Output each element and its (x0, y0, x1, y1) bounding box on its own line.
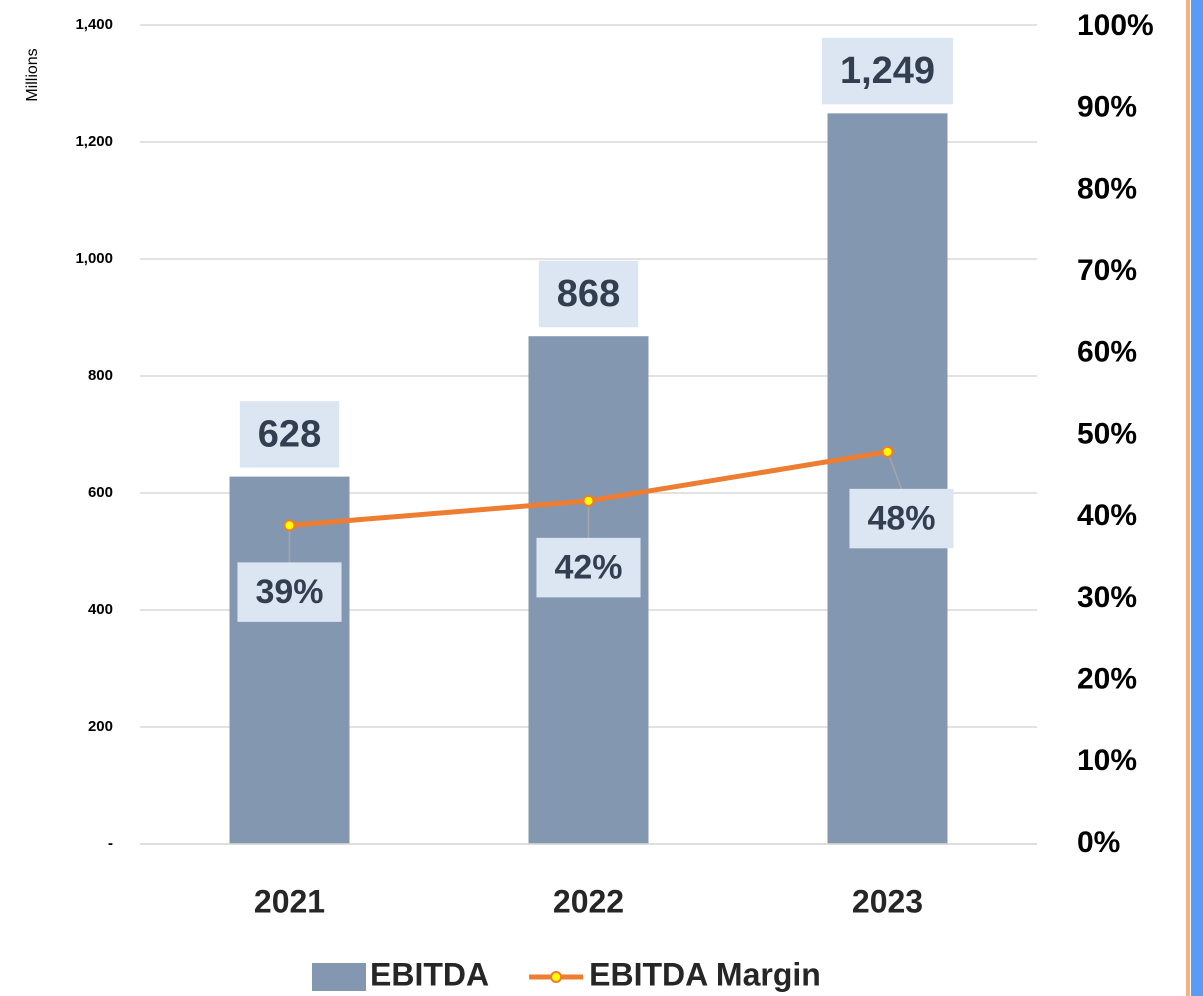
x-tick-label: 2021 (254, 883, 325, 919)
y2-tick-label: 50% (1077, 417, 1137, 450)
legend-label: EBITDA (370, 956, 489, 992)
line-marker (881, 445, 894, 458)
y2-tick-label: 20% (1077, 663, 1137, 696)
y-tick-label: 1,400 (75, 16, 113, 33)
y-tick-label: 1,000 (75, 250, 113, 267)
legend-swatch (312, 963, 366, 991)
bar-value-label: 628 (258, 413, 321, 455)
y2-tick-label: 40% (1077, 499, 1137, 532)
line-marker (283, 519, 296, 532)
y2-tick-label: 90% (1077, 91, 1137, 124)
legend-marker (550, 971, 563, 983)
border-blue (1191, 0, 1203, 996)
y2-tick-label: 80% (1077, 172, 1137, 205)
bar-value-label: 1,249 (840, 50, 935, 92)
y-tick-label: 400 (88, 601, 113, 618)
y2-tick-label: 30% (1077, 581, 1137, 614)
line-value-label: 42% (554, 549, 622, 587)
line-value-label-box (536, 537, 641, 598)
leader-line (886, 451, 903, 490)
y-tick-label: 600 (88, 484, 113, 501)
line-marker (582, 494, 595, 507)
line-value-label: 39% (255, 573, 323, 611)
y2-tick-label: 100% (1077, 9, 1154, 42)
y2-tick-label: 70% (1077, 254, 1137, 287)
legend-label: EBITDA Margin (589, 956, 821, 992)
y-tick-label: 200 (88, 718, 113, 735)
line-value-label-group: 39% (237, 562, 342, 622)
y2-tick-label: 60% (1077, 336, 1137, 369)
bar-value-label-box (821, 37, 954, 105)
y-tick-label: 1,200 (75, 133, 113, 150)
bar-value-label-box (239, 401, 340, 468)
line-value-label-box (237, 562, 342, 622)
bar (827, 113, 948, 844)
y-tick-label: - (108, 835, 113, 852)
bar-value-label-group: 628 (239, 401, 340, 468)
line-value-label-group: 42% (536, 537, 641, 598)
border-orange (1186, 0, 1190, 996)
bar-value-label-group: 1,249 (821, 37, 954, 105)
y2-tick-label: 10% (1077, 744, 1137, 777)
x-tick-label: 2022 (553, 883, 624, 919)
bar-value-label-box (538, 260, 639, 328)
line-value-label-group: 48% (849, 488, 954, 549)
bar-value-label: 868 (557, 273, 620, 315)
y2-tick-label: 0% (1077, 826, 1120, 859)
y-tick-label: 800 (88, 367, 113, 384)
bar-value-label-group: 868 (538, 260, 639, 328)
line-value-label: 48% (867, 500, 935, 538)
line-value-label-box (849, 488, 954, 549)
y-axis-label: Millions (24, 48, 41, 101)
x-tick-label: 2023 (852, 883, 923, 919)
